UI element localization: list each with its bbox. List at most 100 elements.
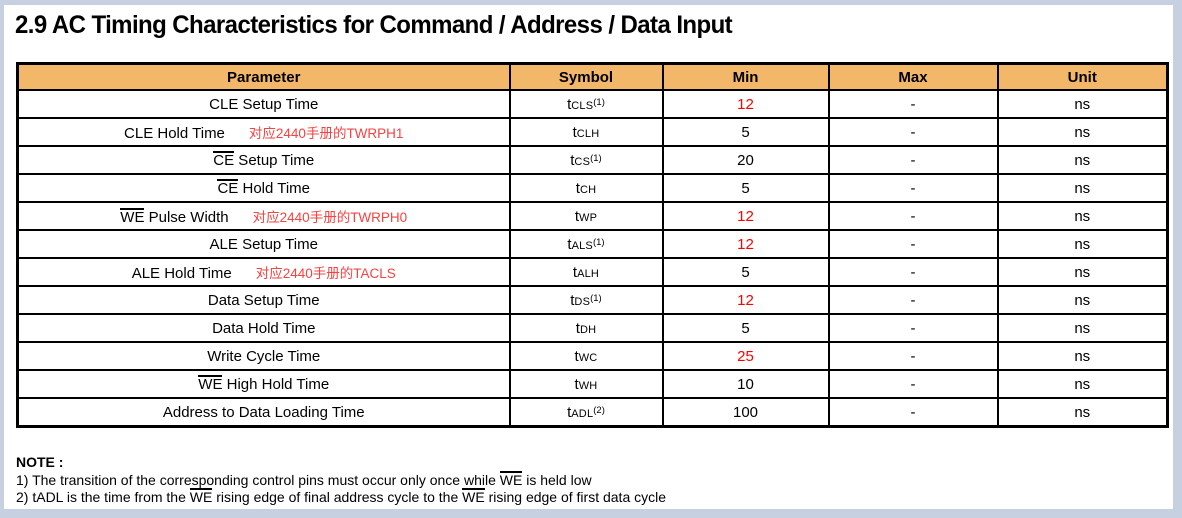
symbol-cell: tWC: [508, 341, 664, 371]
parameter-label: CLE Setup Time: [209, 95, 319, 113]
symbol-base: t: [570, 151, 575, 169]
red-annotation: 对应2440手册的TWRPH1: [248, 126, 404, 141]
symbol-base: t: [570, 291, 575, 309]
header-parameter: Parameter: [16, 62, 511, 91]
symbol-superscript: (1): [590, 292, 602, 304]
unit-cell: ns: [996, 229, 1169, 259]
unit-cell: ns: [996, 201, 1169, 231]
symbol-cell: tCLH: [508, 117, 664, 147]
parameter-label: Setup Time: [234, 152, 315, 169]
parameter-label: Data Hold Time: [212, 319, 316, 337]
header-row: Parameter Symbol Min Max Unit: [16, 62, 1169, 91]
parameter-cell: Data Setup Time: [16, 285, 511, 315]
header-unit: Unit: [996, 62, 1169, 91]
table-row: Address to Data Loading Time tADL(2) 100- n…: [16, 397, 1169, 428]
overlined-signal: WE: [120, 208, 145, 226]
max-cell: -: [827, 369, 999, 399]
red-annotation: 对应2440手册的TACLS: [255, 266, 396, 281]
symbol-subscript: DS: [574, 295, 591, 308]
parameter-cell: ALE Hold Time 对应2440手册的TACLS: [16, 257, 511, 287]
parameter-cell: ALE Setup Time: [16, 229, 511, 259]
section-title: 2.9 AC Timing Characteristics for Comman…: [15, 11, 733, 39]
min-cell: 100: [661, 397, 830, 428]
symbol-cell: tALH: [508, 257, 664, 287]
symbol-subscript: ALH: [577, 267, 600, 280]
overlined-signal: CE: [213, 151, 235, 169]
table-row: CE Hold Time tCH 5- ns: [16, 173, 1169, 203]
parameter-label: ALE Hold Time: [131, 265, 232, 282]
symbol-cell: tCLS(1): [508, 89, 664, 119]
max-cell: -: [827, 145, 999, 175]
header-symbol: Symbol: [508, 62, 664, 91]
symbol-base: t: [574, 207, 580, 225]
header-max: Max: [827, 62, 999, 91]
symbol-cell: tALS(1): [508, 229, 664, 259]
table-row: Data Setup Time tDS(1) 12- ns: [16, 285, 1169, 315]
table-row: CE Setup Time tCS(1) 20- ns: [16, 145, 1169, 175]
unit-cell: ns: [996, 313, 1169, 343]
note-label: NOTE :: [16, 454, 64, 470]
min-cell: 12: [661, 89, 830, 119]
note-text: is held low: [522, 471, 592, 488]
overlined-signal: WE: [189, 488, 213, 505]
parameter-cell: Write Cycle Time: [16, 341, 511, 371]
symbol-base: t: [572, 263, 578, 281]
unit-cell: ns: [996, 89, 1169, 119]
symbol-base: t: [572, 123, 577, 141]
parameter-cell: Data Hold Time: [16, 313, 511, 343]
max-cell: -: [827, 285, 999, 315]
min-cell: 12: [661, 229, 830, 259]
table-row: CLE Setup Time tCLS(1) 12- ns: [16, 89, 1169, 119]
symbol-superscript: (1): [592, 236, 605, 248]
table-row: Write Cycle Time tWC 25- ns: [16, 341, 1169, 371]
symbol-cell: tWH: [508, 369, 664, 399]
note-text: rising edge of first data cycle: [484, 489, 667, 505]
symbol-base: t: [567, 235, 572, 253]
parameter-label: Data Setup Time: [207, 291, 320, 309]
parameter-cell: Address to Data Loading Time: [16, 397, 511, 428]
symbol-subscript: ADL: [571, 407, 594, 420]
unit-cell: ns: [996, 117, 1169, 147]
symbol-superscript: (2): [593, 404, 605, 416]
table-row: ALE Setup Time tALS(1) 12- ns: [16, 229, 1169, 259]
max-cell: -: [827, 89, 999, 119]
symbol-superscript: (1): [590, 152, 602, 164]
parameter-label: Hold Time: [238, 180, 311, 197]
symbol-subscript: WC: [578, 351, 598, 364]
parameter-label: Pulse Width: [144, 209, 229, 226]
min-cell: 5: [661, 173, 830, 203]
symbol-base: t: [567, 403, 572, 421]
table-row: WE High Hold Time tWH 10- ns: [16, 369, 1169, 399]
overlined-signal: CE: [217, 179, 239, 197]
parameter-label: Address to Data Loading Time: [162, 403, 365, 421]
parameter-label: ALE Setup Time: [209, 235, 318, 253]
symbol-cell: tCS(1): [508, 145, 664, 175]
symbol-base: t: [574, 375, 579, 393]
symbol-base: t: [567, 95, 572, 113]
overlined-signal: WE: [499, 470, 523, 488]
parameter-cell: CE Hold Time: [16, 173, 511, 203]
symbol-cell: tADL(2): [508, 397, 664, 428]
symbol-cell: tWP: [508, 201, 664, 231]
notes-section: NOTE : 1) The transition of the correspo…: [16, 454, 666, 506]
min-cell: 20: [661, 145, 830, 175]
max-cell: -: [827, 229, 999, 259]
max-cell: -: [827, 257, 999, 287]
table-header: Parameter Symbol Min Max Unit: [16, 62, 1169, 91]
unit-cell: ns: [996, 369, 1169, 399]
unit-cell: ns: [996, 285, 1169, 315]
symbol-base: t: [574, 347, 579, 365]
min-cell: 10: [661, 369, 830, 399]
symbol-base: t: [575, 179, 580, 197]
symbol-subscript: CS: [574, 155, 591, 168]
table-row: Data Hold Time tDH 5- ns: [16, 313, 1169, 343]
max-cell: -: [827, 117, 999, 147]
parameter-cell: CLE Hold Time 对应2440手册的TWRPH1: [16, 117, 511, 147]
unit-cell: ns: [996, 257, 1169, 287]
note-line: 2) tADL is the time from the WE rising e…: [16, 488, 666, 506]
symbol-subscript: CH: [579, 183, 597, 196]
symbol-superscript: (1): [593, 96, 605, 108]
symbol-cell: tCH: [508, 173, 664, 203]
table-row: ALE Hold Time 对应2440手册的TACLS tALH 5- ns: [16, 257, 1169, 287]
